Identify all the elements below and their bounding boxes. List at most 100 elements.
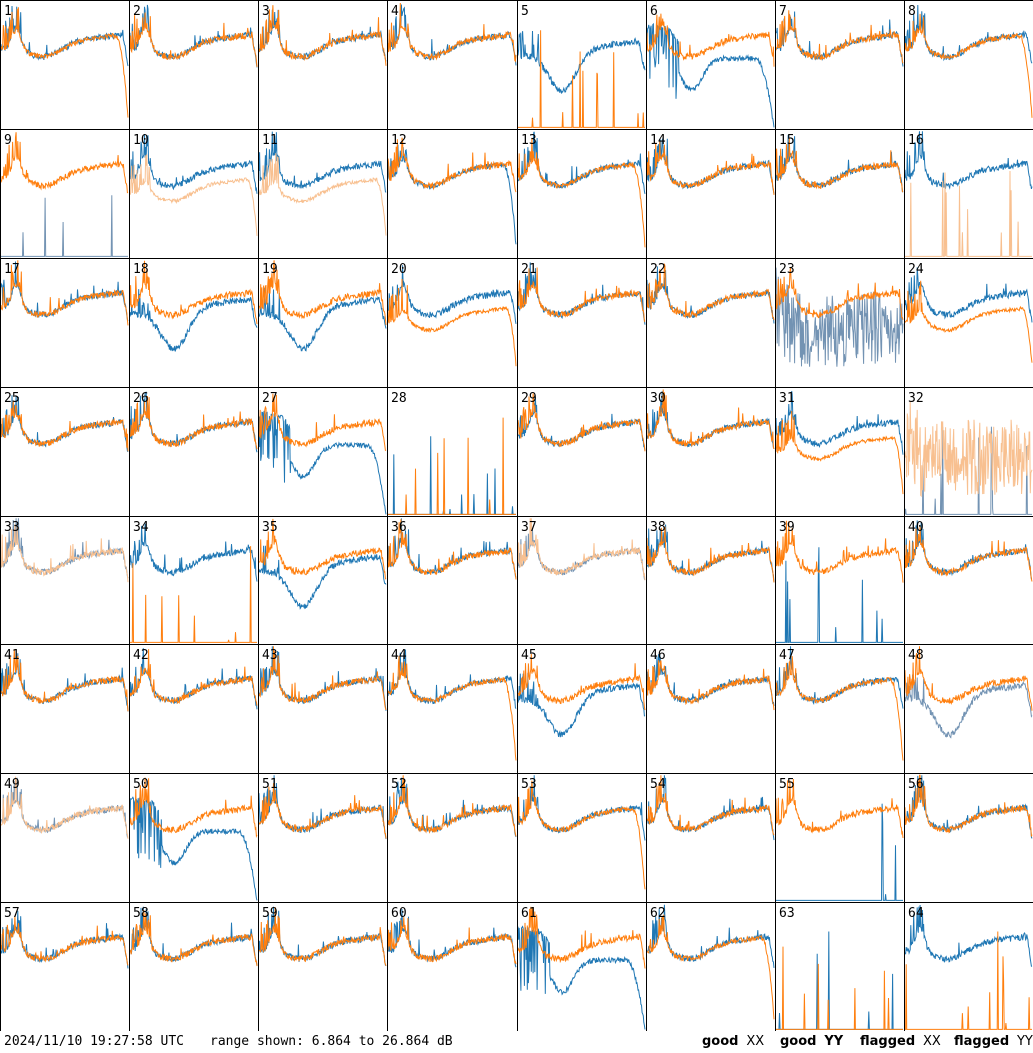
panel-54: 54 <box>646 773 776 903</box>
panel-3-yy-line <box>258 5 387 66</box>
panel-15-label: 15 <box>779 133 795 148</box>
panel-15: 15 <box>775 129 905 259</box>
panel-38: 38 <box>646 516 776 645</box>
panel-13: 13 <box>517 129 647 259</box>
panel-9-yy-line <box>0 132 129 194</box>
panel-42: 42 <box>129 644 259 774</box>
panel-41: 41 <box>0 644 130 774</box>
panel-31-xx-line <box>775 390 904 455</box>
panel-34-label: 34 <box>133 520 149 535</box>
panel-36-frame <box>387 516 518 645</box>
panel-16: 16 <box>904 129 1033 259</box>
panel-59-label: 59 <box>262 906 278 921</box>
panel-48-xx-line <box>904 674 1033 739</box>
panel-6-frame <box>646 0 776 130</box>
panel-28: 28 <box>387 387 518 517</box>
panel-53-frame <box>517 773 647 903</box>
panel-6-yy-line <box>646 13 775 67</box>
legend-good-xx: good XX <box>702 1034 764 1049</box>
panel-23-xx-line <box>775 267 904 367</box>
panel-21-yy-line <box>517 267 646 323</box>
panel-32-yy-line <box>904 400 1033 498</box>
legend-flagged-xx: flagged XX <box>860 1034 941 1049</box>
panel-16-frame <box>904 129 1033 259</box>
panel-27-yy-line <box>258 393 387 452</box>
panel-61: 61 <box>517 902 647 1031</box>
panel-36-label: 36 <box>391 520 407 535</box>
panel-27-xx-line <box>258 410 387 515</box>
panel-62-label: 62 <box>650 906 666 921</box>
panel-17: 17 <box>0 258 130 388</box>
panel-62-yy-line <box>646 914 775 1020</box>
panel-20: 20 <box>387 258 518 388</box>
panel-44-yy-line <box>387 656 517 761</box>
panel-4-label: 4 <box>391 4 399 19</box>
panel-64-label: 64 <box>908 906 924 921</box>
panel-17-yy-line <box>0 260 129 326</box>
panel-18-xx-line <box>129 289 258 352</box>
panel-45-label: 45 <box>521 648 537 663</box>
panel-44-label: 44 <box>391 648 407 663</box>
panel-45: 45 <box>517 644 647 774</box>
panel-24-label: 24 <box>908 262 924 277</box>
panel-45-frame <box>517 644 647 774</box>
panel-36-xx-line <box>387 518 517 578</box>
panel-53: 53 <box>517 773 647 903</box>
panel-1: 1 <box>0 0 130 130</box>
panel-55-label: 55 <box>779 777 795 792</box>
panel-35-xx-line <box>258 545 387 610</box>
panel-37: 37 <box>517 516 647 645</box>
panel-35-yy-line <box>258 518 387 580</box>
panel-31-label: 31 <box>779 391 795 406</box>
panel-9: 9 <box>0 129 130 259</box>
panel-12-label: 12 <box>391 133 407 148</box>
panel-55-frame <box>775 773 905 903</box>
panel-48-frame <box>904 644 1033 774</box>
panel-27-frame <box>258 387 388 517</box>
panel-26-yy-line <box>129 395 258 450</box>
panel-26: 26 <box>129 387 259 517</box>
panel-51-yy-line <box>258 783 387 839</box>
panel-40-frame <box>904 516 1033 645</box>
panel-41-yy-line <box>0 649 129 712</box>
panel-9-label: 9 <box>4 133 12 148</box>
panel-39-yy-line <box>775 520 904 583</box>
panel-38-label: 38 <box>650 520 666 535</box>
panel-10-xx-line <box>129 134 258 194</box>
panel-57: 57 <box>0 902 130 1031</box>
panel-12: 12 <box>387 129 518 259</box>
panel-12-frame <box>387 129 518 259</box>
panel-48-label: 48 <box>908 648 924 663</box>
panel-16-label: 16 <box>908 133 924 148</box>
panel-1-frame <box>0 0 130 130</box>
panel-1-label: 1 <box>4 4 12 19</box>
panel-30-label: 30 <box>650 391 666 406</box>
panel-33-label: 33 <box>4 520 20 535</box>
panel-60-label: 60 <box>391 906 407 921</box>
panel-60: 60 <box>387 902 518 1031</box>
panel-28-yy-line <box>388 417 516 515</box>
panel-62-xx-line <box>646 904 775 968</box>
panel-52-yy-line <box>387 775 517 837</box>
panel-10-yy-line <box>129 154 258 236</box>
panel-42-label: 42 <box>133 648 149 663</box>
panel-20-xx-line <box>387 265 517 324</box>
panel-11-label: 11 <box>262 133 278 148</box>
panel-39-label: 39 <box>779 520 795 535</box>
panel-22: 22 <box>646 258 776 388</box>
panel-47-label: 47 <box>779 648 795 663</box>
panel-63-yy-line <box>776 946 903 1030</box>
panel-39-frame <box>775 516 905 645</box>
panel-25: 25 <box>0 387 130 517</box>
panel-63: 63 <box>775 902 905 1031</box>
panel-14-frame <box>646 129 776 259</box>
panel-21: 21 <box>517 258 647 388</box>
panel-34: 34 <box>129 516 259 645</box>
panel-5-yy-line <box>518 30 645 128</box>
panel-11-yy-line <box>258 153 387 236</box>
panel-43-label: 43 <box>262 648 278 663</box>
panel-3: 3 <box>258 0 388 130</box>
panel-47-yy-line <box>775 656 904 761</box>
panel-35-frame <box>258 516 388 645</box>
